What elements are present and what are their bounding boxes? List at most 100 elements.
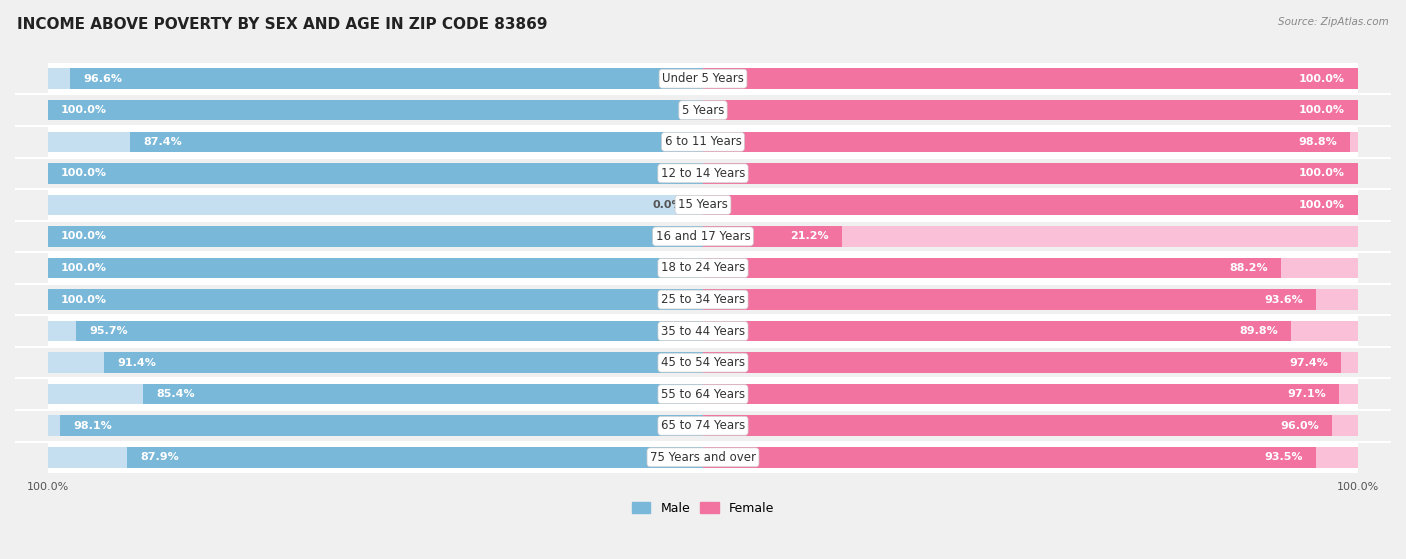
Bar <box>703 321 1358 342</box>
Bar <box>48 163 703 183</box>
Text: 75 Years and over: 75 Years and over <box>650 451 756 464</box>
Text: 97.1%: 97.1% <box>1288 389 1326 399</box>
Bar <box>48 68 703 89</box>
FancyBboxPatch shape <box>48 378 1358 410</box>
Bar <box>48 352 703 373</box>
Bar <box>48 289 703 310</box>
Bar <box>703 289 1316 310</box>
Bar <box>703 226 1358 247</box>
Text: 35 to 44 Years: 35 to 44 Years <box>661 325 745 338</box>
Bar <box>703 226 842 247</box>
Bar <box>48 384 703 405</box>
Text: 0.0%: 0.0% <box>652 200 683 210</box>
Text: INCOME ABOVE POVERTY BY SEX AND AGE IN ZIP CODE 83869: INCOME ABOVE POVERTY BY SEX AND AGE IN Z… <box>17 17 547 32</box>
FancyBboxPatch shape <box>48 126 1358 158</box>
Bar <box>703 100 1358 120</box>
FancyBboxPatch shape <box>48 284 1358 315</box>
Text: 96.0%: 96.0% <box>1281 421 1319 431</box>
Text: 5 Years: 5 Years <box>682 104 724 117</box>
Text: Source: ZipAtlas.com: Source: ZipAtlas.com <box>1278 17 1389 27</box>
Bar <box>703 321 1291 342</box>
Text: 85.4%: 85.4% <box>156 389 195 399</box>
Text: 100.0%: 100.0% <box>1299 168 1346 178</box>
Text: 96.6%: 96.6% <box>83 74 122 84</box>
Text: Under 5 Years: Under 5 Years <box>662 72 744 85</box>
Text: 18 to 24 Years: 18 to 24 Years <box>661 262 745 274</box>
Bar <box>48 100 703 120</box>
Text: 6 to 11 Years: 6 to 11 Years <box>665 135 741 148</box>
Bar <box>703 163 1358 183</box>
Bar <box>48 226 703 247</box>
Bar <box>48 131 703 152</box>
Bar <box>703 289 1358 310</box>
Bar <box>143 384 703 405</box>
Text: 21.2%: 21.2% <box>790 231 828 241</box>
Text: 87.4%: 87.4% <box>143 137 183 147</box>
Text: 89.8%: 89.8% <box>1240 326 1278 336</box>
FancyBboxPatch shape <box>48 442 1358 473</box>
Bar <box>703 68 1358 89</box>
FancyBboxPatch shape <box>48 347 1358 378</box>
FancyBboxPatch shape <box>48 221 1358 252</box>
FancyBboxPatch shape <box>48 315 1358 347</box>
Bar <box>48 415 703 436</box>
Bar <box>703 415 1358 436</box>
Bar <box>104 352 703 373</box>
Bar <box>48 447 703 467</box>
Bar <box>131 131 703 152</box>
Text: 100.0%: 100.0% <box>60 263 107 273</box>
FancyBboxPatch shape <box>48 410 1358 442</box>
Bar <box>703 68 1358 89</box>
Bar <box>60 415 703 436</box>
Text: 100.0%: 100.0% <box>1299 74 1346 84</box>
Bar <box>703 131 1358 152</box>
Text: 100.0%: 100.0% <box>60 231 107 241</box>
Text: 100.0%: 100.0% <box>1299 105 1346 115</box>
FancyBboxPatch shape <box>48 158 1358 189</box>
Text: 100.0%: 100.0% <box>1299 200 1346 210</box>
FancyBboxPatch shape <box>48 189 1358 221</box>
Text: 97.4%: 97.4% <box>1289 358 1329 368</box>
Bar <box>703 415 1331 436</box>
Bar <box>703 258 1358 278</box>
Bar <box>48 226 703 247</box>
FancyBboxPatch shape <box>48 63 1358 94</box>
Bar <box>703 352 1358 373</box>
Bar <box>703 258 1281 278</box>
Bar <box>70 68 703 89</box>
Text: 88.2%: 88.2% <box>1229 263 1268 273</box>
Text: 16 and 17 Years: 16 and 17 Years <box>655 230 751 243</box>
Text: 91.4%: 91.4% <box>117 358 156 368</box>
Text: 93.6%: 93.6% <box>1264 295 1303 305</box>
FancyBboxPatch shape <box>48 94 1358 126</box>
Bar <box>703 447 1316 467</box>
Bar <box>703 100 1358 120</box>
Bar <box>703 195 1358 215</box>
Text: 98.1%: 98.1% <box>73 421 112 431</box>
Bar <box>48 195 703 215</box>
Text: 100.0%: 100.0% <box>60 168 107 178</box>
Text: 65 to 74 Years: 65 to 74 Years <box>661 419 745 432</box>
Bar <box>48 321 703 342</box>
Text: 12 to 14 Years: 12 to 14 Years <box>661 167 745 180</box>
Text: 93.5%: 93.5% <box>1264 452 1302 462</box>
Bar <box>127 447 703 467</box>
FancyBboxPatch shape <box>48 252 1358 284</box>
Text: 95.7%: 95.7% <box>89 326 128 336</box>
Bar <box>703 131 1350 152</box>
Text: 45 to 54 Years: 45 to 54 Years <box>661 356 745 369</box>
Text: 100.0%: 100.0% <box>60 295 107 305</box>
Bar <box>703 384 1340 405</box>
Bar <box>76 321 703 342</box>
Text: 15 Years: 15 Years <box>678 198 728 211</box>
Bar <box>703 195 1358 215</box>
Legend: Male, Female: Male, Female <box>627 497 779 520</box>
Bar <box>703 447 1358 467</box>
Bar <box>48 258 703 278</box>
Bar <box>48 100 703 120</box>
Text: 55 to 64 Years: 55 to 64 Years <box>661 388 745 401</box>
Text: 25 to 34 Years: 25 to 34 Years <box>661 293 745 306</box>
Bar <box>703 352 1341 373</box>
Bar <box>703 163 1358 183</box>
Bar <box>48 289 703 310</box>
